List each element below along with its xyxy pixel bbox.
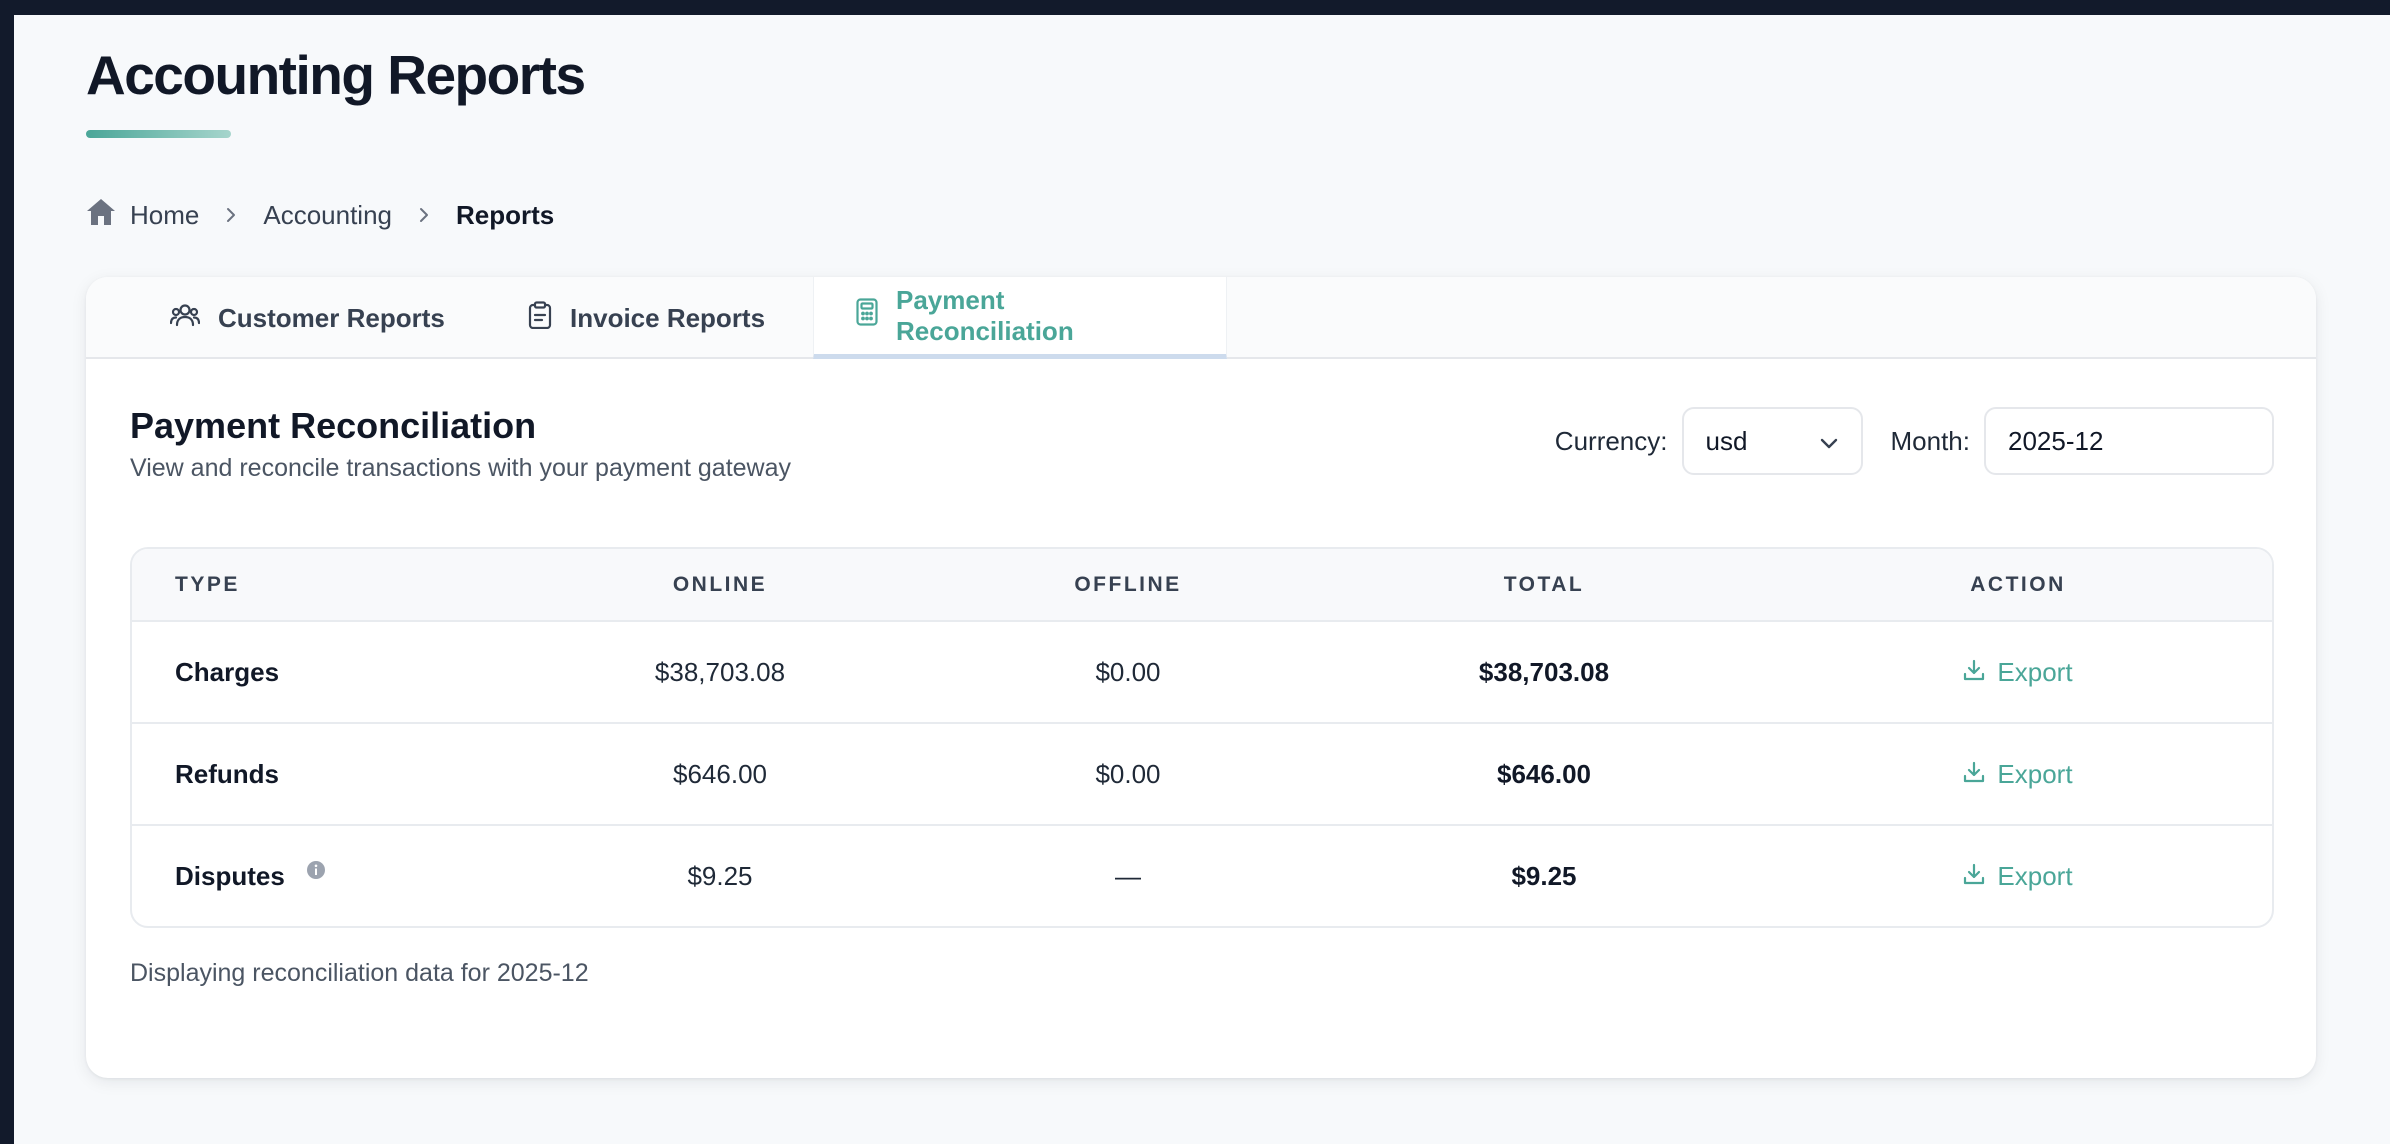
cell-action: Export [1760,723,2272,825]
month-label: Month: [1890,425,1971,456]
cell-total: $9.25 [1511,861,1577,891]
column-header-type: TYPE [132,549,512,622]
cell-type: Charges [175,656,280,687]
tab-bar: Customer Reports Invoice Reports [86,277,2316,359]
export-label: Export [1997,758,2073,789]
reconciliation-table: TYPE ONLINE OFFLINE TOTAL ACTION Charges… [130,547,2274,928]
breadcrumb-home-label: Home [130,199,200,230]
download-icon [1963,657,1985,688]
cell-online: $38,703.08 [654,656,786,687]
cell-offline: $0.00 [1095,758,1161,789]
chevron-right-icon [225,206,237,224]
cell-offline: $0.00 [1095,656,1161,687]
download-icon [1963,759,1985,790]
cell-online: $9.25 [687,861,753,891]
cell-online: $646.00 [673,758,767,789]
chevron-right-icon [418,206,430,224]
column-header-action: ACTION [1760,549,2272,622]
tab-payment-reconciliation[interactable]: Payment Reconciliation [813,277,1227,359]
month-input[interactable] [1984,407,2274,475]
column-header-online: ONLINE [512,549,928,622]
filters: Currency: usd Month: [1555,407,2274,475]
breadcrumb-home[interactable]: Home [86,198,199,233]
table-row: Charges $38,703.08 $0.00 $38,703.08 [132,621,2272,723]
window-left-bar [0,0,14,1144]
section-subtitle: View and reconcile transactions with you… [130,454,791,482]
clipboard-icon [528,300,552,336]
breadcrumb: Home Accounting Reports [86,183,554,247]
cell-type: Disputes [132,825,512,926]
table-header-row: TYPE ONLINE OFFLINE TOTAL ACTION [132,549,2272,622]
column-header-offline: OFFLINE [928,549,1328,622]
window-top-bar [0,0,2390,15]
info-icon[interactable] [306,856,326,887]
download-icon [1963,861,1985,892]
tab-label: Invoice Reports [570,302,766,333]
tab-label: Customer Reports [218,302,445,333]
currency-label: Currency: [1554,425,1668,456]
tab-customer-reports[interactable]: Customer Reports [128,277,487,359]
export-button[interactable]: Export [1963,656,2073,688]
page: Accounting Reports Home Accounting Repor… [14,15,2390,1144]
section-title: Payment Reconciliation [130,405,537,446]
breadcrumb-accounting[interactable]: Accounting [263,199,393,230]
page-title: Accounting Reports [86,44,586,106]
currency-value: usd [1705,425,1748,456]
footnote: Displaying reconciliation data for 2025-… [130,959,589,987]
calculator-icon [856,298,878,333]
title-underline [86,130,231,138]
chevron-down-icon [1819,426,1839,457]
export-label: Export [1997,861,2073,891]
tab-invoice-reports[interactable]: Invoice Reports [486,277,807,359]
table-row: Disputes $9.25 — $9.25 [132,825,2272,926]
export-button[interactable]: Export [1963,861,2073,892]
cell-action: Export [1760,825,2272,926]
cell-type-label: Disputes [175,861,285,891]
table-row: Refunds $646.00 $0.00 $646.00 [132,723,2272,825]
home-icon [86,198,116,233]
cell-total: $38,703.08 [1478,656,1610,687]
users-icon [169,302,201,335]
tab-label: Payment Reconciliation [896,284,1074,346]
cell-offline: — [1115,861,1141,891]
cell-type: Refunds [175,758,279,789]
currency-select[interactable]: usd [1681,407,1863,475]
breadcrumb-current: Reports [456,199,555,230]
reports-card: Customer Reports Invoice Reports [86,277,2316,1078]
cell-total: $646.00 [1497,758,1591,789]
cell-action: Export [1760,621,2272,723]
export-label: Export [1997,656,2073,687]
export-button[interactable]: Export [1963,758,2073,790]
column-header-total: TOTAL [1328,549,1760,622]
